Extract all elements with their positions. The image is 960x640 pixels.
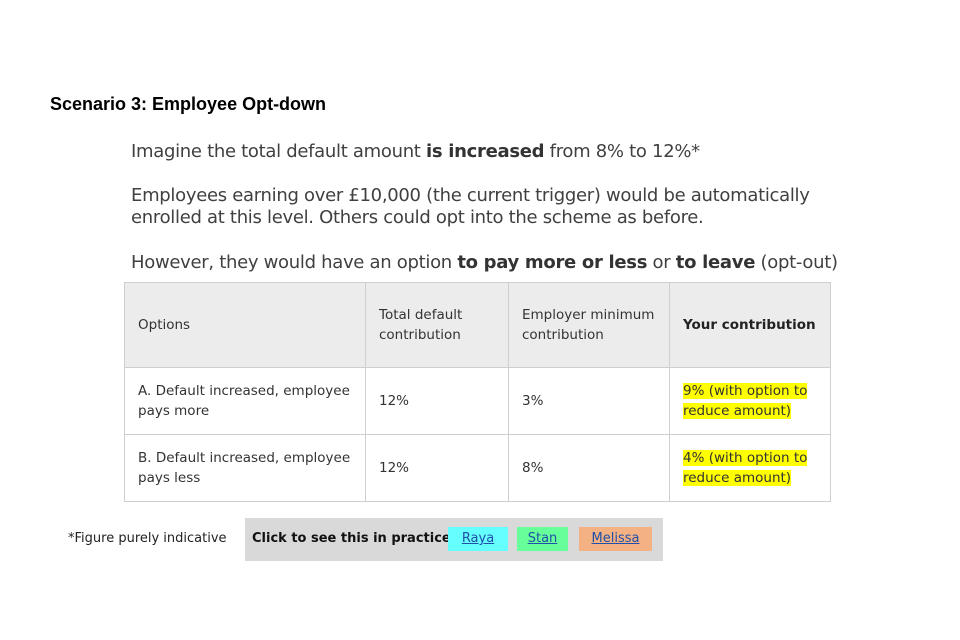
your-contribution-cell: 9% (with option to reduce amount) xyxy=(669,367,831,435)
highlighted-contribution: 4% (with option to reduce amount) xyxy=(683,450,808,486)
total-default-cell: 12% xyxy=(365,434,509,502)
stan-link[interactable]: Stan xyxy=(517,527,568,551)
practice-bar: Click to see this in practice: Raya Stan… xyxy=(245,518,663,561)
table-header-row: Options Total default contribution Emplo… xyxy=(124,282,831,368)
column-header-total-default: Total default contribution xyxy=(365,282,509,368)
column-header-employer-minimum: Employer minimum contribution xyxy=(508,282,670,368)
options-table: Options Total default contribution Emplo… xyxy=(124,282,831,502)
column-header-your-contribution: Your contribution xyxy=(669,282,831,368)
melissa-link[interactable]: Melissa xyxy=(579,527,652,551)
highlighted-contribution: 9% (with option to reduce amount) xyxy=(683,383,808,419)
option-cell: A. Default increased, employee pays more xyxy=(124,367,366,435)
intro-line-1-bold: is increased xyxy=(425,141,545,162)
employer-minimum-cell: 3% xyxy=(508,367,670,435)
intro-line-1-pre: Imagine the total default amount xyxy=(131,141,426,162)
option-cell: B. Default increased, employee pays less xyxy=(124,434,366,502)
intro-line-2: Employees earning over £10,000 (the curr… xyxy=(131,185,810,228)
intro-line-3-post: (opt-out) xyxy=(755,252,838,273)
column-header-options: Options xyxy=(124,282,366,368)
table-row: A. Default increased, employee pays more… xyxy=(124,367,831,435)
footnote: *Figure purely indicative xyxy=(68,531,227,546)
intro-line-3-bold-1: to pay more or less xyxy=(457,252,648,273)
intro-line-1-post: from 8% to 12%* xyxy=(544,141,701,162)
your-contribution-cell: 4% (with option to reduce amount) xyxy=(669,434,831,502)
page-title: Scenario 3: Employee Opt-down xyxy=(50,94,327,114)
total-default-cell: 12% xyxy=(365,367,509,435)
intro-line-3-pre: However, they would have an option xyxy=(131,252,458,273)
intro-line-1: Imagine the total default amount is incr… xyxy=(131,141,851,163)
intro-line-3-mid: or xyxy=(647,252,676,273)
intro-line-3: However, they would have an option to pa… xyxy=(131,252,851,274)
table-row: B. Default increased, employee pays less… xyxy=(124,434,831,502)
employer-minimum-cell: 8% xyxy=(508,434,670,502)
practice-label: Click to see this in practice: xyxy=(252,531,456,546)
intro-line-3-bold-2: to leave xyxy=(675,252,756,273)
raya-link[interactable]: Raya xyxy=(448,527,508,551)
